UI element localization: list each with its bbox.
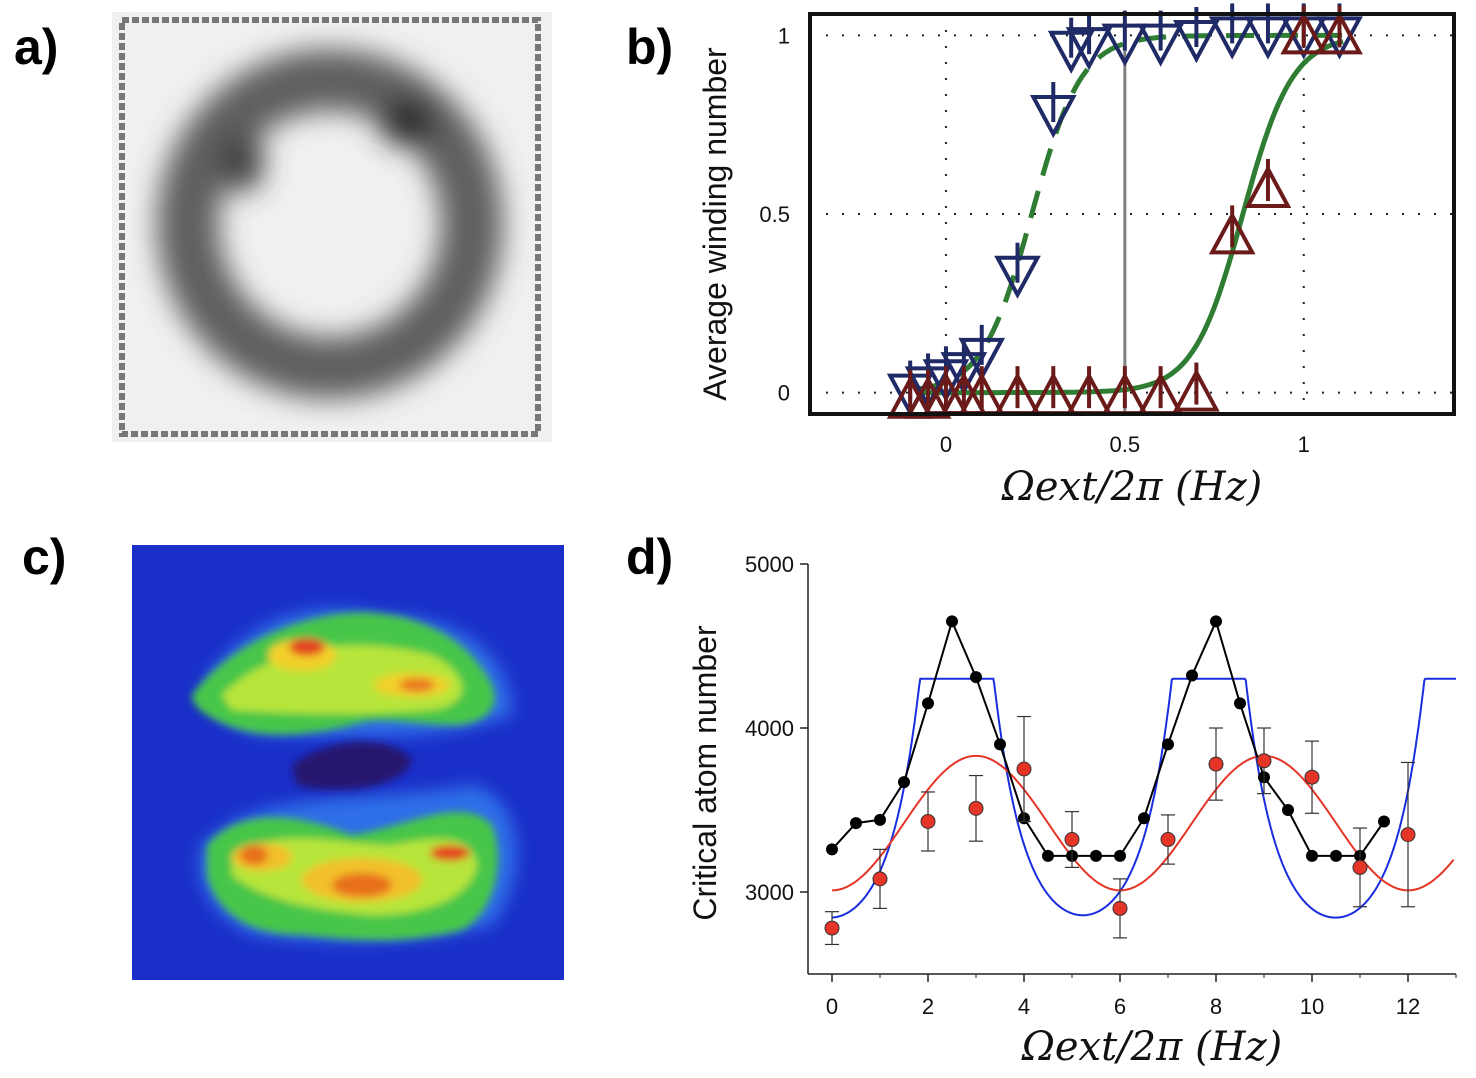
black-data-point xyxy=(1090,849,1102,862)
black-data-point xyxy=(1162,738,1174,751)
black-data-point xyxy=(1330,849,1342,862)
y-tick-label: 3000 xyxy=(745,880,794,905)
black-data-point xyxy=(874,813,886,826)
x-tick-label: 4 xyxy=(1018,994,1030,1019)
y-tick-label: 4000 xyxy=(745,716,794,741)
black-data-point xyxy=(922,697,934,710)
black-data-point xyxy=(970,671,982,684)
y-tick-label: 0.5 xyxy=(759,202,790,227)
x-tick-label: 1 xyxy=(1298,432,1310,457)
x-tick-label: 0 xyxy=(826,994,838,1019)
red-data-point xyxy=(1208,756,1224,772)
red-data-point xyxy=(1112,900,1128,916)
down-point xyxy=(940,352,988,396)
up-point xyxy=(1280,11,1328,55)
y-axis-label: Average winding number xyxy=(697,47,733,401)
black-data-point xyxy=(994,738,1006,751)
black-data-point xyxy=(898,776,910,789)
up-point xyxy=(1173,368,1220,412)
axes xyxy=(800,563,1457,982)
tick-labels: 0 2 4 6 8 10 12 3000 4000 5000 xyxy=(745,552,1420,1019)
x-tick-label: 2 xyxy=(922,994,934,1019)
x-axis-label: Ωext/2π (Hz) xyxy=(1021,1024,1283,1070)
down-point xyxy=(1029,95,1077,139)
plot-frame xyxy=(808,12,1456,416)
down-point xyxy=(1208,16,1256,60)
y-tick-label: 1 xyxy=(778,23,790,48)
black-data-point xyxy=(850,817,862,830)
x-tick-label: 6 xyxy=(1114,994,1126,1019)
x-tick-label: 10 xyxy=(1300,994,1324,1019)
black-data-point xyxy=(826,843,838,856)
black-data-point xyxy=(1042,849,1054,862)
x-tick-label: 0.5 xyxy=(1110,432,1141,457)
panel-c-colormap-image xyxy=(132,545,564,980)
red-data-point xyxy=(1352,859,1368,875)
black-series-line xyxy=(831,618,1385,857)
panel-b-label: b) xyxy=(626,19,674,75)
black-data-point xyxy=(1138,812,1150,825)
x-axis-label: Ωext/2π (Hz) xyxy=(1001,464,1263,510)
red-data-point xyxy=(968,800,984,816)
up-point xyxy=(1208,211,1256,255)
black-data-point xyxy=(1234,697,1246,710)
panel-d-label: d) xyxy=(626,529,674,585)
up-point xyxy=(1316,11,1363,55)
black-data-point xyxy=(1378,815,1390,828)
up-point xyxy=(904,375,952,419)
red-data-point xyxy=(872,871,888,887)
panel-a-ring-image xyxy=(112,12,552,442)
x-tick-label: 8 xyxy=(1210,994,1222,1019)
red-data-point xyxy=(1064,832,1080,848)
y-axis-label: Critical atom number xyxy=(687,625,723,921)
winding-number-chart: 0 0.5 1 0 0.5 1 Average winding number Ωext/2… xyxy=(697,3,1456,510)
panel-c-label: c) xyxy=(22,529,67,585)
data-points xyxy=(886,3,1363,419)
down-point xyxy=(994,255,1041,299)
down-point xyxy=(1137,23,1184,67)
black-data-point xyxy=(1306,849,1318,862)
black-data-point xyxy=(946,615,958,628)
x-tick-label: 0 xyxy=(940,432,952,457)
tick-labels: 0 0.5 1 0 0.5 1 xyxy=(759,23,1309,457)
down-point xyxy=(1101,23,1149,67)
x-tick-label: 12 xyxy=(1396,994,1420,1019)
down-point xyxy=(1065,27,1113,71)
down-point xyxy=(1173,20,1220,64)
up-point xyxy=(1244,164,1292,208)
red-data-point xyxy=(1304,769,1320,785)
down-point xyxy=(1244,16,1292,60)
black-data-point xyxy=(1282,804,1294,816)
black-data-point xyxy=(1114,849,1126,862)
red-data-point xyxy=(1256,753,1272,769)
black-data-point xyxy=(1210,615,1222,628)
red-data-point xyxy=(1016,761,1032,777)
red-fit-curve xyxy=(831,754,1455,892)
grid-lines xyxy=(810,14,1454,414)
red-data-point xyxy=(1400,827,1416,843)
data-points xyxy=(824,615,1416,946)
y-tick-label: 5000 xyxy=(745,552,794,577)
red-data-point xyxy=(920,813,936,829)
down-point xyxy=(958,337,1006,382)
critical-atom-number-chart: 0 2 4 6 8 10 12 3000 4000 5000 Critical atom numb… xyxy=(687,552,1457,1070)
panel-a-label: a) xyxy=(14,19,59,75)
black-data-point xyxy=(1186,669,1198,682)
red-data-point xyxy=(1160,832,1176,848)
y-tick-label: 0 xyxy=(778,381,790,406)
red-data-point xyxy=(824,920,840,936)
